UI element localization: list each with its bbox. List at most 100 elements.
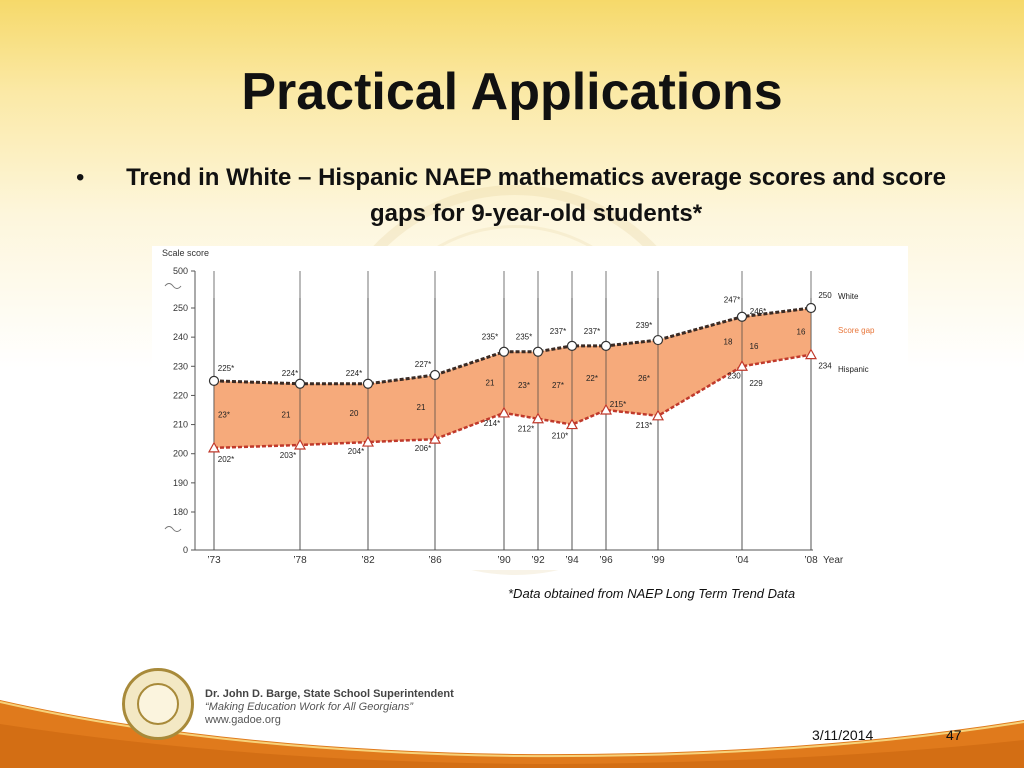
white-point bbox=[362, 378, 374, 389]
white-data-label: 250 bbox=[818, 291, 832, 300]
gap-data-label: 16 bbox=[797, 327, 806, 336]
footer-superintendent: Dr. John D. Barge, State School Superint… bbox=[205, 688, 454, 700]
white-data-label: 247* bbox=[724, 296, 740, 305]
y-tick-label: 500 bbox=[173, 266, 188, 276]
gap-data-label: 18 bbox=[724, 338, 733, 347]
white-data-label: 237* bbox=[584, 327, 600, 336]
white-point bbox=[566, 340, 578, 351]
white-point bbox=[805, 302, 817, 314]
white-point bbox=[532, 346, 544, 357]
x-tick-label: ’90 bbox=[497, 555, 511, 566]
source-note: *Data obtained from NAEP Long Term Trend… bbox=[508, 586, 796, 601]
x-tick-label: ’73 bbox=[207, 555, 221, 566]
white-point bbox=[652, 334, 664, 346]
bullet-marker: • bbox=[76, 164, 85, 191]
footer-wave-dark bbox=[0, 724, 1024, 768]
y-axis-title: Scale score bbox=[162, 248, 209, 258]
hispanic-data-label: 234 bbox=[818, 362, 832, 371]
bullet-text: Trend in White – Hispanic NAEP mathemati… bbox=[126, 164, 946, 227]
gap-data-label: 20 bbox=[350, 409, 359, 418]
hispanic-data-label: 206* bbox=[415, 444, 431, 453]
gap-data-label: 21 bbox=[282, 410, 291, 419]
hispanic-point bbox=[497, 406, 511, 418]
white-data-label: 225* bbox=[218, 364, 234, 373]
hispanic-point bbox=[565, 418, 579, 430]
legend-hispanic: Hispanic bbox=[838, 365, 869, 374]
white-data-label: 239* bbox=[636, 321, 652, 330]
y-tick-label: 210 bbox=[173, 420, 188, 430]
hispanic-point bbox=[804, 348, 818, 360]
white-data-label: 224* bbox=[282, 369, 298, 378]
gap-data-label: 27* bbox=[552, 381, 564, 390]
footer-website: www.gadoe.org bbox=[205, 714, 281, 726]
x-tick-label: ’86 bbox=[428, 555, 442, 566]
hispanic-data-label: 203* bbox=[280, 451, 296, 460]
chart-svg: Scale score Year 0 180 190 200 210 220 230 240 250… bbox=[162, 248, 875, 566]
white-point bbox=[294, 378, 306, 389]
hispanic-data-label: 215* bbox=[610, 400, 626, 409]
slide-title: Practical Applications bbox=[241, 63, 783, 121]
white-data-label: 235* bbox=[482, 333, 498, 342]
x-tick-label: ’94 bbox=[565, 555, 579, 566]
hispanic-point bbox=[207, 441, 221, 453]
x-tick-label: ’82 bbox=[361, 555, 375, 566]
naep-score-gap-chart: Scale score Year 0 180 190 200 210 220 230 240 250… bbox=[152, 246, 908, 570]
georgia-doe-seal-logo bbox=[122, 668, 194, 740]
axis-break-squiggle bbox=[164, 283, 182, 289]
hispanic-point bbox=[651, 409, 665, 421]
gap-data-label: 26* bbox=[638, 374, 650, 383]
gap-data-label: 21 bbox=[417, 403, 426, 412]
hispanic-data-label-alt: 229 bbox=[749, 379, 763, 388]
legend-white: White bbox=[838, 292, 859, 301]
hispanic-data-label: 202* bbox=[218, 455, 234, 464]
y-tick-label: 240 bbox=[173, 332, 188, 342]
white-data-label: 237* bbox=[550, 327, 566, 336]
gap-data-label-alt: 16 bbox=[750, 342, 759, 351]
hispanic-data-label: 230 bbox=[727, 371, 741, 380]
white-data-label: 235* bbox=[516, 333, 532, 342]
x-tick-label: ’04 bbox=[735, 555, 749, 566]
white-point bbox=[208, 375, 220, 386]
axis-break-squiggle bbox=[164, 526, 182, 532]
y-tick-label: 200 bbox=[173, 449, 188, 459]
hispanic-point bbox=[735, 360, 749, 371]
hispanic-point bbox=[599, 403, 613, 415]
score-gap-area bbox=[214, 308, 811, 448]
y-tick-label: 230 bbox=[173, 361, 188, 371]
gap-data-label: 23* bbox=[518, 381, 530, 390]
y-tick-label: 180 bbox=[173, 507, 188, 517]
x-axis-title: Year bbox=[823, 555, 844, 566]
hispanic-point bbox=[531, 412, 545, 424]
hispanic-data-label: 210* bbox=[552, 432, 568, 441]
hispanic-point bbox=[293, 438, 307, 450]
slide-date: 3/11/2014 bbox=[812, 727, 874, 743]
hispanic-data-label: 212* bbox=[518, 425, 534, 434]
footer-wave-orange bbox=[0, 700, 1024, 768]
x-tick-label: ’96 bbox=[599, 555, 613, 566]
hispanic-data-label: 213* bbox=[636, 421, 652, 430]
hispanic-data-label: 214* bbox=[484, 419, 500, 428]
legend-score-gap: Score gap bbox=[838, 326, 875, 335]
x-tick-label: ’92 bbox=[531, 555, 545, 566]
footer-text: Dr. John D. Barge, State School Superint… bbox=[205, 688, 454, 727]
y-tick-label: 190 bbox=[173, 478, 188, 488]
x-tick-label: ’99 bbox=[651, 555, 665, 566]
footer-tagline: “Making Education Work for All Georgians… bbox=[205, 701, 414, 713]
y-tick-label: 250 bbox=[173, 303, 188, 313]
white-point bbox=[736, 311, 748, 322]
hispanic-point bbox=[361, 435, 375, 447]
white-data-label: 227* bbox=[415, 360, 431, 369]
gap-data-label: 23* bbox=[218, 410, 230, 419]
white-data-label: 224* bbox=[346, 369, 362, 378]
gap-data-label: 22* bbox=[586, 374, 598, 383]
slide-number: 47 bbox=[946, 727, 962, 743]
hispanic-data-label: 204* bbox=[348, 447, 364, 456]
hispanic-point bbox=[428, 432, 442, 444]
x-tick-label: ’08 bbox=[804, 555, 818, 566]
white-point bbox=[498, 346, 510, 357]
white-point bbox=[600, 340, 612, 351]
white-data-label-alt: 246* bbox=[750, 307, 766, 316]
x-tick-label: ’78 bbox=[293, 555, 307, 566]
y-tick-label: 0 bbox=[183, 545, 188, 555]
white-point bbox=[429, 369, 441, 381]
